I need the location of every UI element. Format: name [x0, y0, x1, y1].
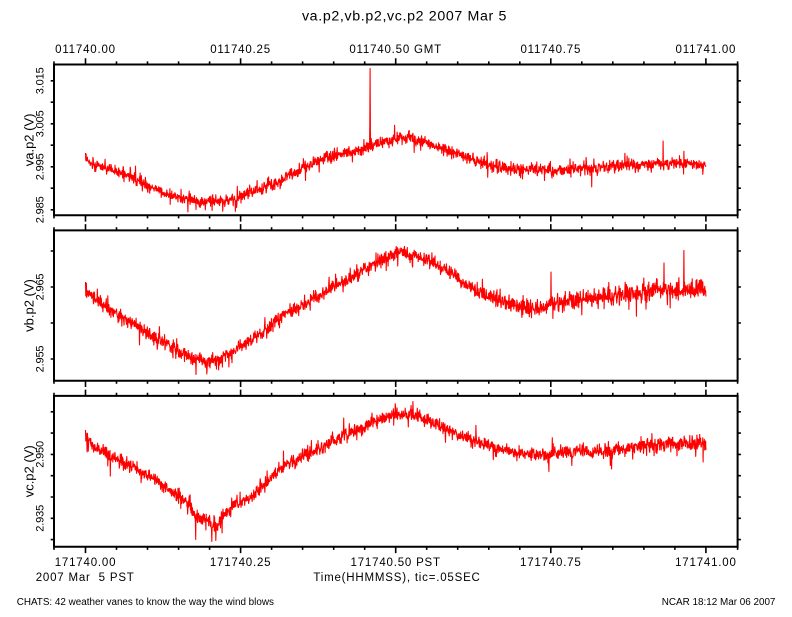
svg-text:171740.75: 171740.75 [520, 557, 582, 569]
svg-text:2.985: 2.985 [35, 196, 47, 223]
svg-text:011740.25: 011740.25 [210, 44, 271, 56]
svg-text:3.005: 3.005 [35, 110, 47, 137]
svg-text:011740.50 GMT: 011740.50 GMT [349, 44, 442, 56]
svg-text:011740.75: 011740.75 [520, 44, 581, 56]
svg-text:Time(HHMMSS), tic=.05SEC: Time(HHMMSS), tic=.05SEC [313, 572, 480, 584]
svg-text:2.935: 2.935 [35, 505, 47, 532]
svg-text:171740.00: 171740.00 [55, 557, 117, 569]
svg-text:2.950: 2.950 [35, 441, 47, 468]
svg-text:2.965: 2.965 [35, 274, 47, 301]
svg-text:171740.25: 171740.25 [210, 557, 272, 569]
svg-text:3.015: 3.015 [35, 67, 47, 94]
svg-text:171741.00: 171741.00 [675, 557, 737, 569]
svg-text:NCAR 18:12 Mar 06 2007: NCAR 18:12 Mar 06 2007 [662, 597, 776, 608]
svg-text:171740.50 PST: 171740.50 PST [351, 557, 441, 569]
svg-text:2.995: 2.995 [35, 153, 47, 180]
svg-text:011740.00: 011740.00 [55, 44, 116, 56]
svg-text:vb.p2 (V): vb.p2 (V) [22, 279, 37, 332]
svg-text:2007 Mar 5 PST: 2007 Mar 5 PST [36, 572, 135, 584]
svg-text:vc.p2 (V): vc.p2 (V) [22, 445, 37, 497]
svg-text:CHATS: 42 weather vanes to kno: CHATS: 42 weather vanes to know the way … [17, 597, 274, 608]
svg-text:va.p2,vb.p2,vc.p2 2007 Mar 5: va.p2,vb.p2,vc.p2 2007 Mar 5 [302, 8, 507, 24]
svg-text:2.955: 2.955 [35, 346, 47, 373]
svg-text:va.p2 (V): va.p2 (V) [22, 114, 37, 167]
svg-text:011741.00: 011741.00 [676, 44, 737, 56]
